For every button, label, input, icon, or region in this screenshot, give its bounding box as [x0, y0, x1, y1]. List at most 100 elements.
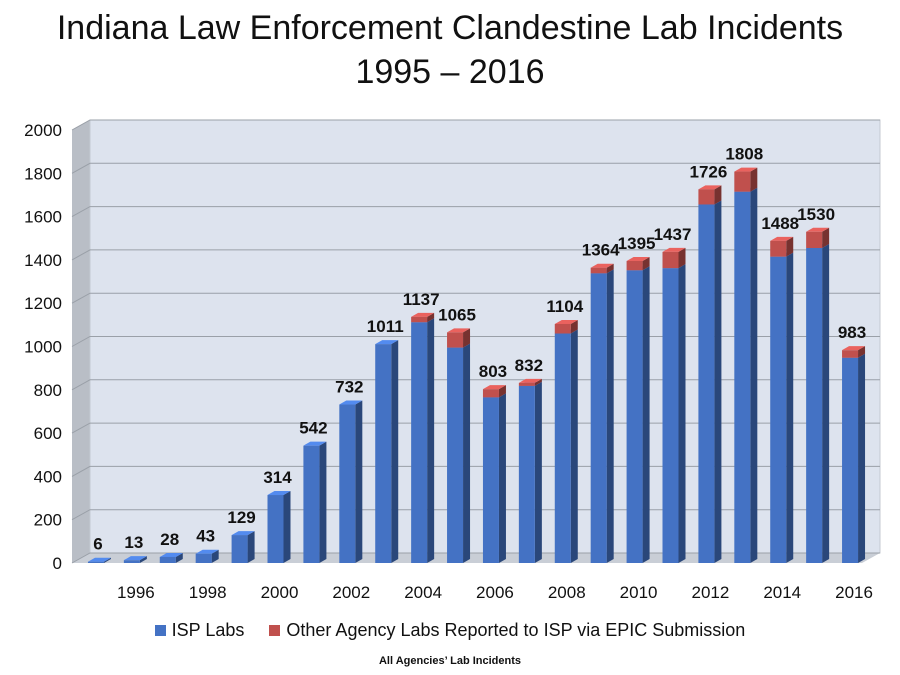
y-tick-label: 1800 — [24, 164, 62, 183]
bar-isp-2004 — [411, 322, 428, 563]
bar-other-2012-top — [698, 185, 722, 190]
bar-other-2013 — [734, 171, 751, 192]
bar-other-2015-top — [806, 227, 830, 232]
gridline — [71, 119, 880, 131]
data-label-1999: 129 — [227, 508, 255, 527]
bar-isp-2013-side — [750, 187, 758, 563]
y-tick-label: 800 — [34, 381, 62, 400]
data-label-2003: 1011 — [367, 317, 404, 336]
bar-chart: 0 200 400 600 800 1000 1200 1400 1600 1800 2000 6 13… — [24, 119, 881, 602]
bar-isp-2014-side — [786, 252, 794, 563]
bar-other-2012 — [698, 189, 715, 205]
bar-isp-1997 — [159, 556, 176, 563]
bar-other-2014 — [770, 240, 787, 257]
bar-isp-2009 — [590, 273, 607, 563]
bar-other-2006 — [482, 389, 499, 398]
data-label-2016: 983 — [838, 323, 866, 342]
bar-isp-1999-top — [231, 531, 255, 536]
bar-other-2008-top — [554, 319, 578, 324]
y-tick-label: 200 — [34, 511, 62, 530]
data-label-1996: 13 — [124, 533, 143, 552]
legend-label-isp: ISP Labs — [171, 620, 245, 640]
chart-title-line-2: 1995 – 2016 — [355, 53, 545, 91]
x-tick-label: 2014 — [763, 583, 801, 602]
bar-other-2015-side — [822, 227, 830, 248]
data-label-2011: 1437 — [654, 225, 692, 244]
bar-isp-2001-side — [319, 441, 327, 563]
x-tick-label: 2016 — [835, 583, 873, 602]
gridline — [71, 379, 880, 391]
gridline — [71, 552, 880, 564]
bar-isp-2004-side — [427, 318, 435, 563]
data-label-2000: 314 — [263, 468, 292, 487]
bar-isp-2009-side — [606, 269, 614, 563]
data-label-1997: 28 — [160, 530, 179, 549]
bar-other-2015 — [806, 231, 823, 248]
bar-other-2009-side — [606, 263, 614, 274]
bar-isp-2007-side — [534, 381, 542, 563]
bar-isp-2002-side — [355, 400, 363, 563]
bar-isp-2012 — [698, 204, 715, 563]
data-label-2005: 1065 — [438, 305, 476, 324]
bar-other-2011-side — [678, 247, 686, 269]
x-tick-label: 2002 — [332, 583, 370, 602]
data-label-2012: 1726 — [689, 162, 727, 181]
legend-label-other: Other Agency Labs Reported to ISP via EP… — [286, 620, 746, 640]
bar-other-2014-side — [786, 236, 794, 257]
x-tick-label: 2012 — [691, 583, 729, 602]
bar-other-2007-top — [518, 378, 542, 383]
bar-other-2007-side — [534, 378, 542, 386]
bar-other-2005 — [447, 332, 464, 348]
bar-isp-1997-top — [159, 552, 183, 557]
bar-isp-1998-side — [211, 549, 219, 563]
x-tick-label: 2008 — [548, 583, 586, 602]
bar-other-2014-top — [770, 236, 794, 241]
data-label-2013: 1808 — [725, 145, 763, 164]
bar-isp-2005-side — [463, 343, 471, 563]
gridline — [71, 336, 880, 347]
chart-floor — [72, 553, 880, 563]
x-tick-label: 2004 — [404, 583, 442, 602]
bar-isp-1996 — [123, 560, 140, 563]
bar-isp-2005 — [447, 347, 464, 563]
gridline — [71, 509, 880, 521]
legend-swatch-isp — [154, 625, 166, 636]
data-label-2001: 542 — [299, 419, 327, 438]
y-tick-label: 1400 — [24, 251, 62, 270]
bar-other-2012-side — [714, 185, 722, 205]
bar-isp-2003 — [375, 344, 392, 563]
bar-other-2011-top — [662, 247, 686, 252]
bar-isp-2015-side — [822, 243, 830, 563]
x-tick-label: 1996 — [117, 583, 155, 602]
bar-isp-1997-side — [175, 552, 183, 563]
bar-other-2010 — [626, 260, 643, 271]
bar-other-2009 — [590, 267, 607, 274]
bar-isp-2010 — [626, 270, 643, 563]
gridline — [71, 249, 880, 261]
bar-other-2006-top — [482, 385, 506, 390]
y-tick-label: 2000 — [24, 121, 62, 140]
x-tick-label: 2000 — [261, 583, 299, 602]
bar-isp-2008-side — [570, 329, 578, 563]
bar-other-2013-top — [734, 167, 758, 172]
bar-other-2010-top — [626, 256, 650, 261]
legend-swatch-other — [269, 625, 281, 636]
data-label-1998: 43 — [196, 527, 215, 546]
bar-isp-2007 — [518, 385, 535, 563]
legend-item-isp: ISP Labs — [154, 620, 245, 641]
bar-other-2016 — [842, 350, 859, 358]
bar-other-2004-side — [427, 312, 435, 323]
x-tick-label: 2006 — [476, 583, 514, 602]
data-label-2015: 1530 — [797, 205, 835, 224]
bar-isp-2010-side — [642, 266, 650, 563]
bar-isp-1996-side — [139, 556, 147, 563]
bar-isp-2006-side — [498, 393, 506, 563]
bar-other-2005-side — [463, 328, 471, 348]
bar-isp-2000 — [267, 495, 284, 563]
data-label-2004: 1137 — [403, 290, 440, 309]
bar-other-2008 — [554, 323, 571, 334]
bar-other-2013-side — [750, 167, 758, 192]
gridline — [71, 206, 880, 218]
bar-isp-2006 — [482, 397, 499, 563]
y-tick-label: 1200 — [24, 294, 62, 313]
